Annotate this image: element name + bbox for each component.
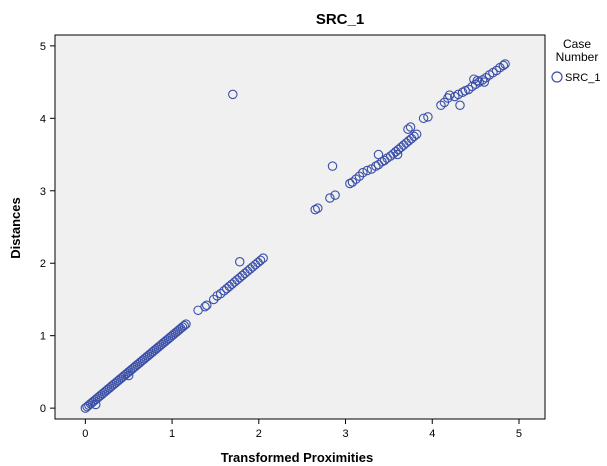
data-point xyxy=(202,300,212,310)
plot-area xyxy=(54,34,546,420)
data-point xyxy=(347,177,358,187)
data-point xyxy=(455,100,465,111)
legend: Case Number SRC_1 xyxy=(551,37,600,84)
data-point xyxy=(228,89,238,100)
y-tick-label: 4 xyxy=(40,113,46,125)
data-point xyxy=(234,257,245,267)
data-point xyxy=(330,190,340,200)
data-point xyxy=(258,253,268,263)
data-point xyxy=(177,322,188,332)
y-tick-label: 1 xyxy=(40,331,46,343)
data-point xyxy=(313,203,323,213)
data-point xyxy=(409,131,419,142)
y-tick-label: 3 xyxy=(40,186,46,198)
data-point xyxy=(436,100,446,111)
x-tick-label: 2 xyxy=(256,428,262,440)
data-point xyxy=(181,319,191,329)
y-tick-label: 0 xyxy=(40,403,46,415)
data-point xyxy=(491,65,502,76)
data-point xyxy=(479,77,490,87)
data-point xyxy=(215,288,226,299)
data-point xyxy=(403,124,413,134)
x-tick-label: 0 xyxy=(82,428,88,440)
data-point xyxy=(457,87,468,97)
chart-title: SRC_1 xyxy=(316,11,364,28)
data-point xyxy=(373,149,384,160)
data-point xyxy=(91,399,101,410)
x-tick-label: 5 xyxy=(516,428,522,440)
data-point xyxy=(362,165,372,176)
x-tick-label: 4 xyxy=(429,428,435,440)
data-point xyxy=(500,59,510,69)
data-point xyxy=(418,113,429,124)
data-point xyxy=(392,149,403,160)
data-point xyxy=(498,60,509,71)
y-axis: 0 1 2 3 4 5 xyxy=(40,41,55,415)
x-tick-label: 1 xyxy=(169,428,175,440)
legend-title-line-1: Case xyxy=(563,37,591,51)
data-point xyxy=(405,122,416,132)
y-tick-label: 2 xyxy=(40,258,46,270)
legend-marker-icon xyxy=(551,71,563,83)
data-point xyxy=(179,320,189,331)
y-axis-title: Distances xyxy=(8,197,23,258)
data-points xyxy=(80,59,510,413)
data-point xyxy=(463,84,474,95)
data-point xyxy=(423,112,433,122)
x-tick-label: 3 xyxy=(342,428,348,440)
legend-title-line-2: Number xyxy=(556,50,599,64)
y-tick-label: 5 xyxy=(40,41,46,53)
x-axis-title: Transformed Proximities xyxy=(221,450,373,465)
data-point xyxy=(358,167,368,178)
data-point xyxy=(255,255,266,266)
data-point xyxy=(327,161,338,171)
data-point xyxy=(310,204,320,215)
data-point xyxy=(443,93,453,103)
data-point xyxy=(200,301,210,312)
data-point xyxy=(351,174,361,184)
legend-entry-src-1: SRC_1 xyxy=(565,72,600,84)
x-axis: 0 1 2 3 4 5 xyxy=(82,419,522,440)
data-point xyxy=(469,74,479,84)
data-point xyxy=(123,370,134,381)
data-point xyxy=(411,129,422,140)
data-point xyxy=(325,193,335,203)
data-point xyxy=(481,73,491,83)
